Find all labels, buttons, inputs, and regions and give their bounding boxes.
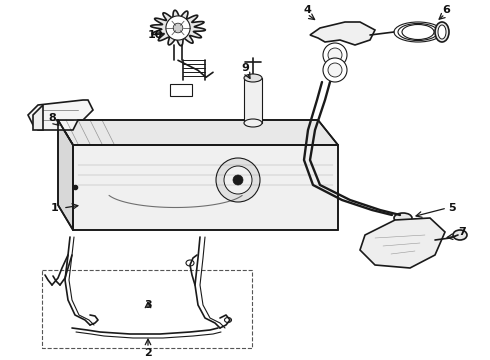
Ellipse shape [394, 213, 412, 223]
Circle shape [224, 166, 252, 194]
Polygon shape [28, 100, 93, 130]
Ellipse shape [244, 74, 262, 82]
Text: 6: 6 [442, 5, 450, 15]
Text: 4: 4 [303, 5, 311, 15]
Circle shape [323, 58, 347, 82]
Polygon shape [73, 145, 338, 230]
Text: 8: 8 [48, 113, 56, 123]
Circle shape [233, 175, 243, 185]
Polygon shape [58, 120, 73, 230]
Polygon shape [58, 120, 338, 145]
Polygon shape [151, 10, 205, 46]
Polygon shape [33, 105, 43, 130]
Ellipse shape [186, 260, 194, 266]
Bar [170, 84, 192, 96]
Ellipse shape [244, 119, 262, 127]
Bar [244, 78, 262, 123]
Ellipse shape [453, 230, 467, 240]
Text: 7: 7 [458, 227, 466, 237]
Ellipse shape [435, 22, 449, 42]
Text: 1: 1 [51, 203, 59, 213]
Ellipse shape [224, 318, 231, 323]
Circle shape [323, 43, 347, 67]
Circle shape [216, 158, 260, 202]
Text: 9: 9 [241, 63, 249, 73]
Text: 5: 5 [448, 203, 456, 213]
Text: 3: 3 [144, 300, 152, 310]
Circle shape [166, 16, 190, 40]
Ellipse shape [438, 25, 446, 39]
Circle shape [328, 63, 342, 77]
Polygon shape [360, 218, 445, 268]
Bar [42, 270, 252, 348]
Circle shape [173, 23, 183, 33]
Text: 10: 10 [147, 30, 163, 40]
Circle shape [328, 48, 342, 62]
Text: 2: 2 [144, 348, 152, 358]
Polygon shape [310, 22, 375, 45]
